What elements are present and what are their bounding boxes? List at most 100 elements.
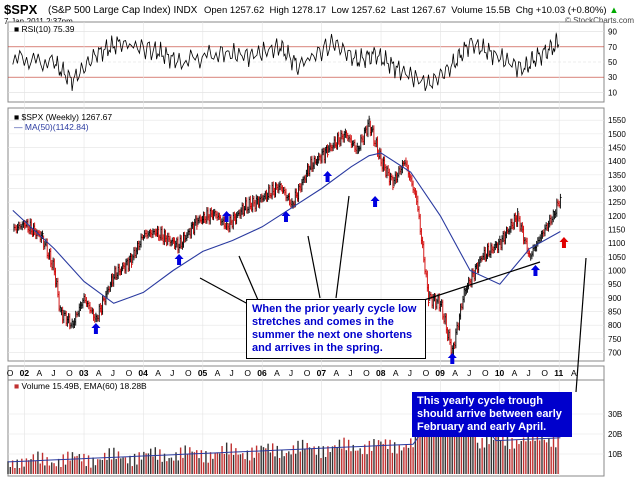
volume-bar [536,430,539,474]
price-tick-label: 1300 [608,185,626,194]
price-tick-label: 1500 [608,130,626,139]
volume-bar [278,457,281,474]
rsi-tick-label: 10 [608,88,617,97]
x-tick-label: J [348,368,352,378]
volume-bar [552,436,555,474]
x-tick-label: 05 [198,368,208,378]
volume-bar [495,435,497,474]
x-tick-label: A [452,368,458,378]
volume-bar [219,453,221,474]
volume-bar [97,459,99,474]
trough-note: This yearly cycle trough should arrive b… [412,392,572,437]
volume-bar [161,461,163,474]
symbol[interactable]: $SPX [4,2,38,17]
blue-up-arrow-icon [530,265,540,276]
volume-bar [311,448,313,474]
rsi-tick-label: 50 [608,58,617,67]
volume-bar [193,452,196,474]
volume-bar [410,438,412,474]
volume-bar [251,447,253,474]
volume-bar [46,457,48,474]
volume-bar [207,462,209,474]
low-label: Low [331,5,349,16]
volume-bar [202,462,205,474]
volume-bar [145,453,147,474]
volume-bar [327,446,329,474]
volume-bar [315,454,318,474]
volume-bar [131,466,133,474]
volume-bar [232,454,235,474]
volume-bar [345,450,348,474]
volume-bar [269,452,272,474]
volume-bar [177,460,180,474]
volume-bar [30,459,32,474]
volume-bar [481,437,483,474]
chg-up-icon: ▲ [609,5,619,16]
volume-bar [239,454,242,474]
x-tick-label: 07 [317,368,327,378]
volume-bar [543,439,545,474]
x-tick-label: A [155,368,161,378]
x-tick-label: 09 [435,368,445,378]
high-label: High [269,5,290,16]
volume-bar [456,416,458,474]
volume-bar [513,448,516,474]
volume-bar [25,458,28,474]
volume-bar [474,428,476,474]
rsi-legend: ■ RSI(10) 75.39 [14,24,75,34]
rsi-tick-label: 70 [608,43,617,52]
volume-bar [108,448,110,474]
volume-bar [122,457,124,474]
volume-bar [313,446,315,474]
x-tick-label: J [51,368,55,378]
volume-bar [373,439,375,474]
volume-bar [62,454,64,474]
volume-bar [242,453,244,474]
price-tick-label: 850 [608,308,622,317]
volume-bar [69,460,71,474]
blue-up-arrow-icon [91,323,101,334]
volume-bar [18,468,21,474]
volume-bar [258,452,260,474]
volume-bar [442,432,444,474]
volume-tick-label: 30B [608,410,622,419]
volume-bar [260,445,262,474]
volume-bar [527,431,529,474]
low-value: 1257.62 [351,5,386,16]
volume-bar [223,453,226,474]
volume-bar [421,426,423,474]
volume-bar [338,439,341,474]
volume-bar [37,451,39,474]
price-tick-label: 800 [608,321,622,330]
volume-bar [159,449,161,474]
volume-bar [347,439,350,474]
volume-bar [198,458,200,474]
volume-bar [463,428,465,474]
volume-bar [299,451,302,474]
ma50-line [12,152,561,304]
volume-bar [283,456,285,474]
volume-bar [391,452,394,474]
volume-bar [469,423,472,474]
volume-bar [428,427,430,474]
annotation-leaders [199,195,587,393]
volume-bar [186,454,189,474]
volume-bar [534,440,536,474]
volume-bar [387,448,389,474]
volume-bar [28,460,30,474]
volume-bar [209,452,212,474]
volume-bar [265,448,267,474]
volume-bar [99,459,101,474]
volume-bar [557,434,559,474]
volume-bar [451,420,453,474]
volume-bar [297,440,299,474]
volume-bar [354,450,357,474]
volume-bar [407,447,410,474]
volume-bar [248,460,251,474]
volume-bar [39,463,41,474]
volume-bar [87,455,90,474]
x-tick-label: O [304,368,311,378]
x-tick-label: J [467,368,471,378]
volume-bar [23,466,25,474]
x-tick-label: O [244,368,251,378]
